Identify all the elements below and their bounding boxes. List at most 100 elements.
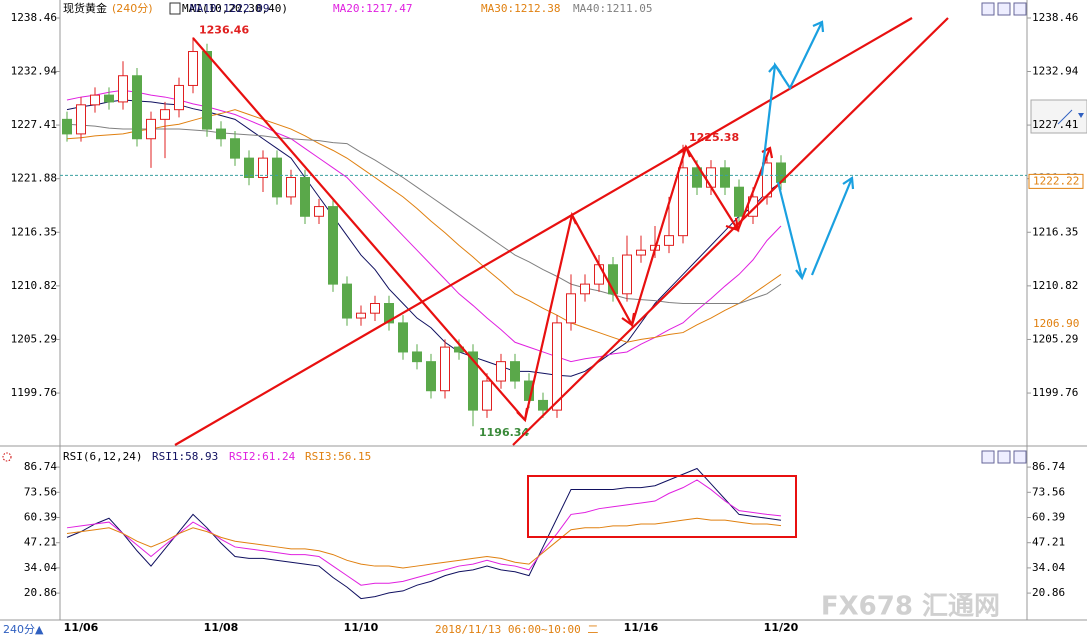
chart-title: 现货黄金 (63, 1, 107, 15)
x-tick-label: 11/20 (764, 621, 799, 634)
candle-body (482, 380, 492, 411)
candle-body (174, 84, 184, 111)
watermark: FX678 汇通网 (821, 592, 1000, 622)
rsi-title: RSI(6,12,24) (63, 450, 142, 463)
dropdown-glyph (1078, 113, 1084, 118)
candle-body (636, 249, 646, 256)
candle-body (328, 206, 338, 285)
candle-body (342, 283, 352, 319)
last-price-box (1028, 173, 1084, 189)
y-tick-label-right: 1210.82 (1032, 279, 1078, 292)
y-tick-label: 60.39 (24, 511, 57, 524)
candle-body (412, 351, 422, 363)
candle-body (594, 264, 604, 285)
y-tick-label-right: 20.86 (1032, 586, 1065, 599)
rsi-settings-icon[interactable] (2, 452, 12, 462)
candle-body (188, 51, 198, 86)
y-tick-label: 20.86 (24, 586, 57, 599)
candle-body (76, 104, 86, 135)
candle-body (496, 361, 506, 382)
legend-entry: RSI3:56.15 (305, 450, 371, 463)
y-tick-label-right: 1199.76 (1032, 386, 1078, 399)
tool-button[interactable] (997, 450, 1011, 464)
line-series (66, 517, 782, 569)
draw-tool-widget[interactable] (1030, 99, 1087, 134)
highlight-box (527, 475, 797, 538)
candle-body (580, 283, 590, 295)
legend-entry: MA10:1222.09 (190, 2, 269, 15)
candle-body (90, 94, 100, 106)
candle-body (160, 109, 170, 120)
legend-entry: RSI2:61.24 (229, 450, 296, 463)
y-tick-label-right: 1232.94 (1032, 64, 1079, 77)
candle-body (538, 399, 548, 411)
tool-button[interactable] (1013, 2, 1027, 16)
candle-body (692, 167, 702, 188)
candle-body (608, 264, 618, 295)
candle-body (678, 167, 688, 237)
line-series (66, 479, 782, 586)
frame (0, 0, 1087, 621)
candle-body (664, 235, 674, 246)
arrowheads-blue (768, 20, 825, 74)
candle-body (314, 206, 324, 217)
extreme-label: 1196.34 (479, 426, 529, 439)
candle-body (384, 303, 394, 324)
candle-body (118, 75, 128, 103)
candle-body (216, 128, 226, 140)
period-label: (240分) (112, 2, 153, 15)
y-tick-label-right: 60.39 (1032, 511, 1065, 524)
candle-body (272, 157, 282, 198)
y-tick-label-right: 1205.29 (1032, 332, 1078, 345)
tool-button[interactable] (981, 450, 995, 464)
candle-body (258, 157, 268, 179)
y-tick-label: 1232.94 (11, 64, 58, 77)
marker-price-label: 1206.90 (1033, 317, 1079, 330)
candle-body (468, 351, 478, 411)
candle-body (244, 157, 254, 179)
candle-body (146, 118, 156, 140)
candle-body (552, 322, 562, 411)
y-tick-label-right: 47.21 (1032, 536, 1065, 549)
line-series (66, 89, 782, 363)
period-button[interactable]: 240分▲ (3, 623, 44, 636)
candle-body (510, 361, 520, 382)
arrowheads-blue (795, 176, 855, 281)
y-tick-label-right: 1227.41 (1032, 118, 1078, 131)
y-tick-label-right: 1216.35 (1032, 225, 1078, 238)
cursor-time: 2018/11/13 06:00~10:00 二 (435, 623, 598, 636)
y-tick-label-right: 73.56 (1032, 485, 1065, 498)
candle-body (706, 167, 716, 188)
y-tick-label: 1216.35 (11, 225, 57, 238)
line-series (66, 467, 782, 600)
x-tick-label: 11/08 (204, 621, 239, 634)
x-tick-label: 11/16 (624, 621, 659, 634)
candle-body (734, 186, 744, 217)
tool-button[interactable] (997, 2, 1011, 16)
candle-body (398, 322, 408, 353)
tool-button[interactable] (1013, 450, 1027, 464)
line-series (66, 123, 782, 305)
legend-entry: MA20:1217.47 (333, 2, 412, 15)
tool-button[interactable] (981, 2, 995, 16)
candle-body (104, 94, 114, 103)
marker-price-bg (1029, 316, 1085, 331)
legend-entry: MA40:1211.05 (573, 2, 652, 15)
candle-body (230, 138, 240, 159)
y-tick-label: 86.74 (24, 460, 57, 473)
channel-lower (512, 17, 949, 446)
legend-entry: MA30:1212.38 (481, 2, 560, 15)
candle-body (286, 177, 296, 198)
y-tick-label: 1205.29 (11, 332, 57, 345)
y-tick-label-right: 34.04 (1032, 561, 1065, 574)
trend-arrow (192, 37, 526, 421)
x-tick-label: 11/06 (64, 621, 99, 634)
drawings (174, 17, 949, 538)
draw-tool-glyph (1057, 109, 1073, 125)
indicator-icon[interactable] (169, 2, 181, 15)
candle-body (356, 312, 366, 319)
y-tick-label: 1199.76 (11, 386, 57, 399)
toolbar (981, 2, 1087, 464)
candle-body (440, 346, 450, 392)
